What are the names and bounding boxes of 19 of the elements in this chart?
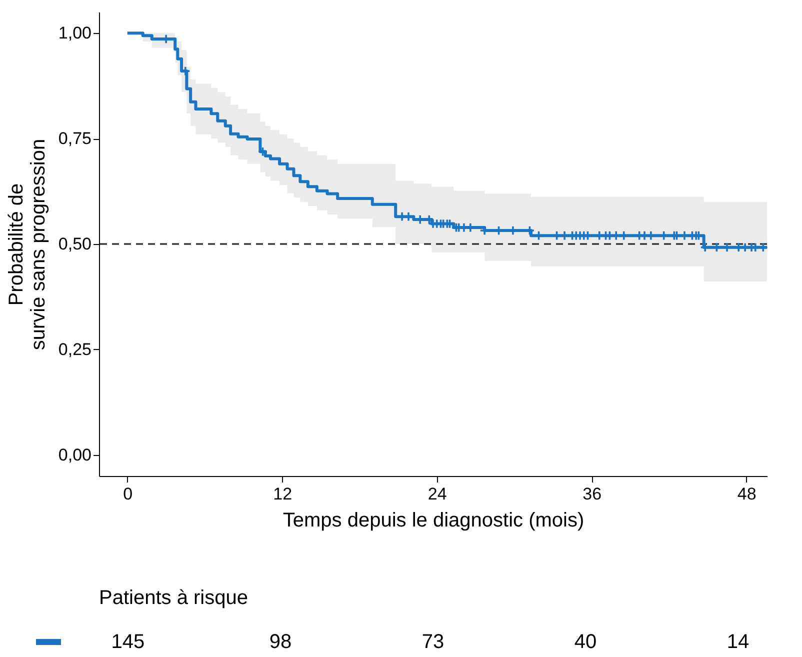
y-tick-label: 0,75 [58,129,92,148]
data-label: 73 [422,631,444,653]
y-tick-label: 0,50 [58,234,92,254]
data-label: 14 [726,631,750,653]
x-axis-title: Temps depuis le diagnostic (mois) [282,510,584,532]
data-label: 145 [111,631,145,653]
text: Patients à risque [99,587,248,609]
data-label: 98 [269,631,292,653]
x-tick-label: 36 [582,484,602,504]
x-tick-label: 48 [737,484,756,504]
data-label: 40 [574,631,597,653]
x-tick-label: 24 [428,484,447,504]
y-tick-label: 1,00 [58,24,92,43]
y-axis-title: Probabilité de survie sans progression [5,138,50,350]
x-tick-label: 0 [123,484,133,504]
point [258,146,268,157]
y-tick-label: 0,00 [58,445,92,464]
y-tick-label: 0,25 [58,340,92,359]
x-tick-label: 12 [273,484,292,504]
